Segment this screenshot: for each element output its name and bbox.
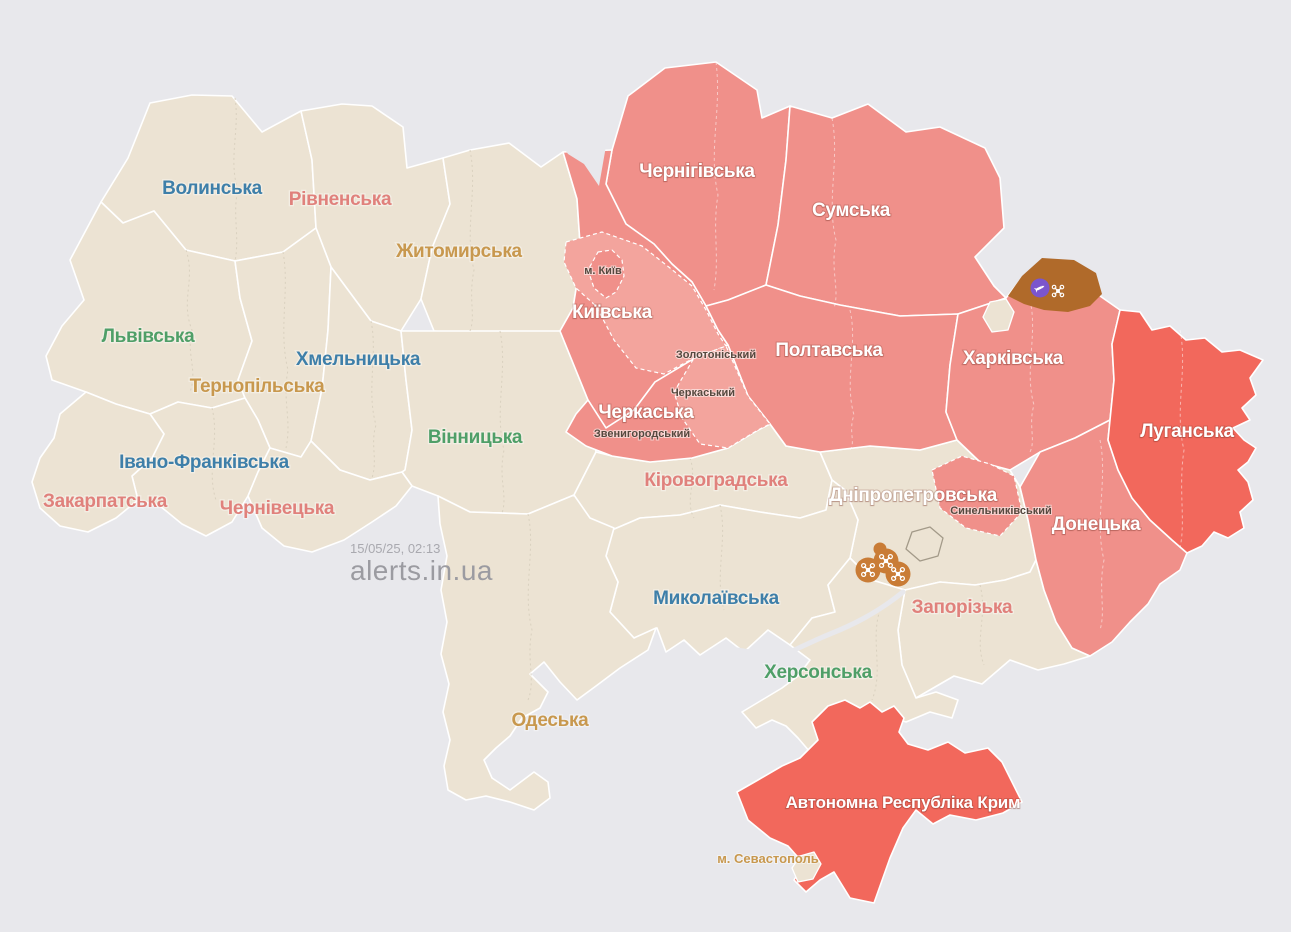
region-odesa[interactable] — [437, 494, 657, 811]
label-luhansk: Луганська — [1140, 421, 1234, 442]
label-poltava: Полтавська — [775, 340, 883, 361]
label-ivano-frankivsk: Івано-Франківська — [119, 452, 290, 473]
outline-dnipro-city[interactable] — [905, 526, 944, 562]
label-chernihiv: Чернігівська — [639, 161, 755, 182]
label-zhytomyr: Житомирська — [395, 241, 522, 262]
label-ternopil: Тернопільська — [190, 376, 326, 397]
label-zolotonosha-raion: Золотоніський — [676, 349, 756, 361]
subregion-zolotonosha-cherkasy-raions[interactable] — [673, 345, 771, 449]
watermark-timestamp: 15/05/25, 02:13 — [350, 541, 440, 556]
region-luhansk[interactable] — [1107, 309, 1264, 554]
label-kharkiv: Харківська — [963, 348, 1064, 369]
label-zakarpattia: Закарпатська — [43, 491, 168, 512]
region-zakarpattia[interactable] — [31, 391, 165, 533]
dnipro-river — [773, 589, 906, 661]
water-features — [560, 142, 906, 663]
label-rivne: Рівненська — [289, 189, 392, 210]
label-cherkasy-raion: Черкаський — [671, 387, 735, 399]
label-crimea: Автономна Республіка Крим — [786, 793, 1021, 812]
label-synelnykove-raion: Синельниківський — [950, 505, 1052, 517]
marker-kryvyi-rih-cluster[interactable] — [855, 542, 911, 587]
label-kyiv-city: м. Київ — [584, 265, 622, 277]
watermark-site: alerts.in.ua — [350, 555, 493, 586]
label-kirovohrad: Кіровоградська — [644, 470, 788, 491]
label-kherson: Херсонська — [764, 662, 873, 683]
label-donetsk: Донецька — [1052, 514, 1141, 535]
label-vinnytsia: Вінницька — [428, 427, 523, 448]
region-crimea[interactable] — [736, 699, 1023, 904]
region-kyiv-city[interactable] — [587, 249, 625, 299]
label-chernivtsi: Чернівецька — [220, 498, 335, 519]
label-sevastopol: м. Севастополь — [717, 851, 819, 866]
label-kyiv-oblast: Київська — [572, 302, 652, 323]
dnipro-estuary — [719, 645, 781, 663]
label-lviv: Львівська — [102, 326, 196, 347]
alert-raion-borders — [713, 61, 1185, 631]
label-zaporizhzhia: Запорізька — [912, 597, 1013, 618]
marker-kharkiv-border[interactable] — [1030, 278, 1065, 298]
region-vinnytsia[interactable] — [400, 330, 597, 515]
raion-borders — [185, 97, 985, 701]
kyiv-reservoir — [560, 142, 606, 186]
label-cherkasy: Черкаська — [598, 402, 694, 423]
label-sumy: Сумська — [812, 200, 891, 221]
enclave-kharkiv-city[interactable] — [982, 298, 1015, 333]
region-chernivtsi[interactable] — [247, 440, 413, 553]
region-poltava[interactable] — [705, 284, 959, 453]
subregion-synelnykove-raion[interactable] — [931, 455, 1023, 537]
label-odesa: Одеська — [512, 710, 590, 731]
label-khmelnytskyi: Хмельницька — [296, 349, 421, 370]
label-mykolaiv: Миколаївська — [653, 588, 780, 609]
region-labels: Волинська Рівненська Житомирська Львівсь… — [42, 160, 1236, 867]
enclave-sevastopol[interactable] — [791, 851, 822, 883]
label-volyn: Волинська — [162, 178, 262, 199]
label-dnipropetrovsk: Дніпропетровська — [829, 485, 998, 506]
label-zvenyhorodka-raion: Звенигородський — [594, 428, 690, 440]
watermark: 15/05/25, 02:13 alerts.in.ua — [350, 541, 493, 586]
